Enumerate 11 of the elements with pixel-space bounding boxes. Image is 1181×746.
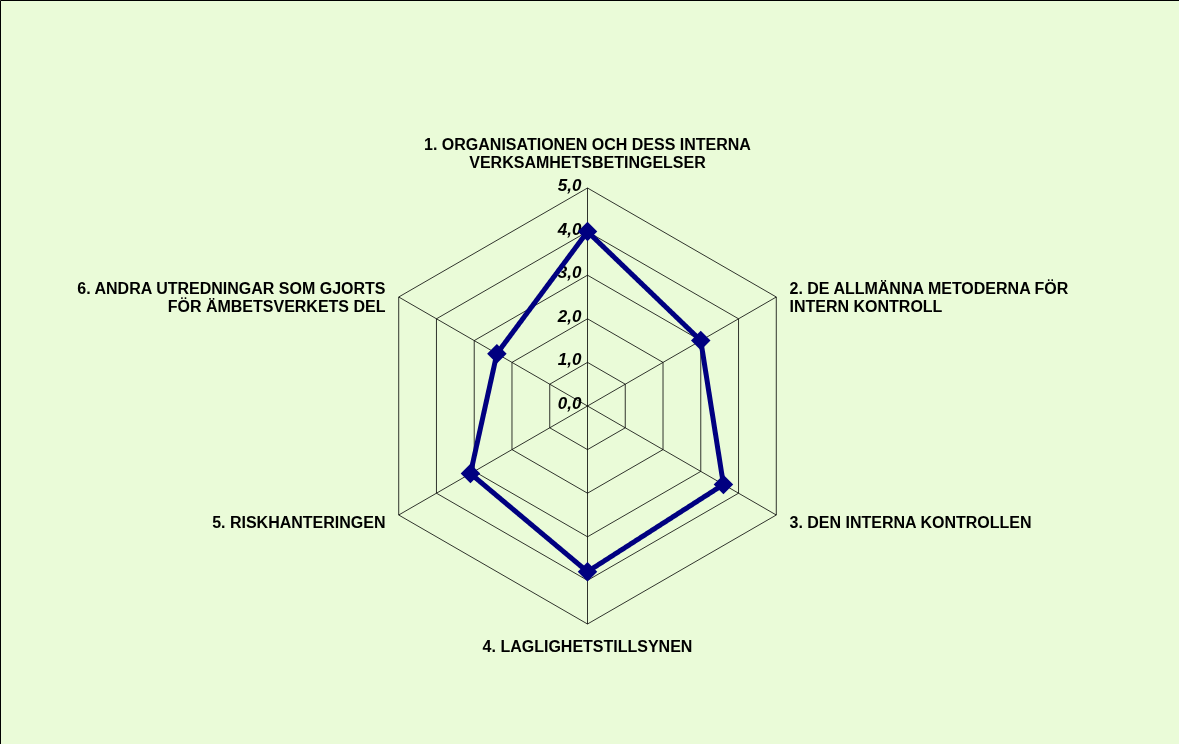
spoke-label: 6. ANDRA UTREDNINGAR SOM GJORTS FÖR ÄMBETSVERKETS DEL [77, 280, 386, 316]
y-tick-label: 1,0 [557, 350, 583, 370]
spoke-label: 5. RISKHANTERINGEN [212, 513, 386, 531]
y-tick-label: 5,0 [557, 176, 583, 195]
spoke-label: 4. LAGLIGHETSTILLSYNEN [482, 638, 693, 656]
spoke-label: 3. DEN INTERNA KONTROLLEN [789, 513, 1032, 531]
spoke-label: 1. ORGANISATIONEN OCH DESS INTERNA VERKSAMHETSBETINGELSER [424, 136, 752, 172]
y-tick-label: 0,0 [557, 394, 583, 413]
y-tick-label: 4,0 [556, 219, 583, 239]
y-tick-label: 2,0 [556, 306, 583, 326]
spoke-label: 2. DE ALLMÄNNA METODERNA FÖR INTERN KONTROLL [789, 279, 1069, 316]
